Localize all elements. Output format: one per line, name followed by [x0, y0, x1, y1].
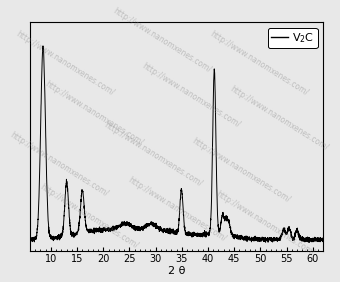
X-axis label: 2 θ: 2 θ	[168, 266, 185, 276]
Text: http://www.nanomxenes.com/: http://www.nanomxenes.com/	[208, 29, 309, 98]
Text: http://www.nanomxenes.com/: http://www.nanomxenes.com/	[8, 130, 110, 198]
Text: http://www.nanomxenes.com/: http://www.nanomxenes.com/	[126, 176, 227, 244]
Text: http://www.nanomxenes.com/: http://www.nanomxenes.com/	[111, 6, 213, 74]
Text: http://www.nanomxenes.com/: http://www.nanomxenes.com/	[38, 182, 139, 251]
Legend: $\mathrm{V_2C}$: $\mathrm{V_2C}$	[268, 28, 318, 48]
Text: http://www.nanomxenes.com/: http://www.nanomxenes.com/	[190, 137, 292, 205]
Text: http://www.nanomxenes.com/: http://www.nanomxenes.com/	[14, 29, 116, 98]
Text: http://www.nanomxenes.com/: http://www.nanomxenes.com/	[102, 121, 204, 189]
Text: http://www.nanomxenes.com/: http://www.nanomxenes.com/	[140, 61, 242, 129]
Text: http://www.nanomxenes.com/: http://www.nanomxenes.com/	[214, 190, 315, 257]
Text: http://www.nanomxenes.com/: http://www.nanomxenes.com/	[44, 80, 145, 148]
Text: http://www.nanomxenes.com/: http://www.nanomxenes.com/	[228, 84, 330, 152]
